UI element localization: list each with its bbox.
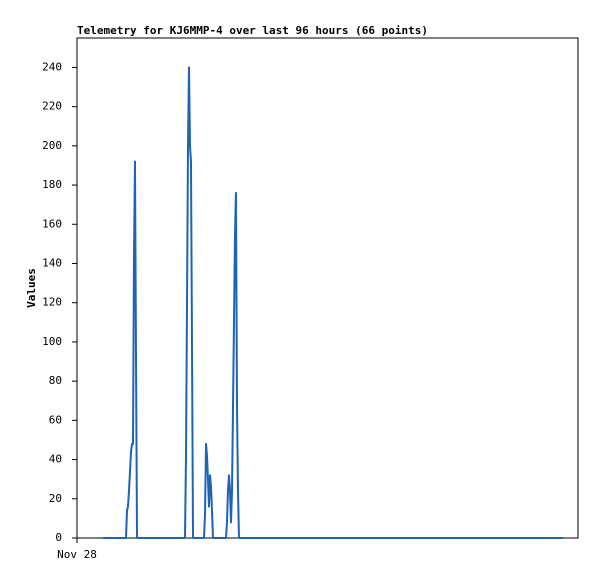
y-tick-label: 60 — [49, 413, 62, 426]
y-tick-label: 140 — [42, 256, 62, 269]
y-tick-label: 180 — [42, 178, 62, 191]
data-line — [102, 66, 563, 539]
y-tick-label: 120 — [42, 296, 62, 309]
y-tick-label: 0 — [55, 531, 62, 544]
y-tick-label: 100 — [42, 335, 62, 348]
y-axis-label: Values — [25, 268, 38, 308]
y-tick-label: 40 — [49, 453, 62, 466]
y-tick-label: 20 — [49, 492, 62, 505]
y-tick-label: 80 — [49, 374, 62, 387]
y-tick-label: 240 — [42, 60, 62, 73]
chart-title: Telemetry for KJ6MMP-4 over last 96 hour… — [77, 24, 428, 37]
y-tick-label: 220 — [42, 100, 62, 113]
plot-frame — [76, 37, 579, 539]
x-tick-label: Nov 28 — [57, 548, 97, 561]
y-tick-label: 160 — [42, 217, 62, 230]
y-tick-label: 200 — [42, 139, 62, 152]
